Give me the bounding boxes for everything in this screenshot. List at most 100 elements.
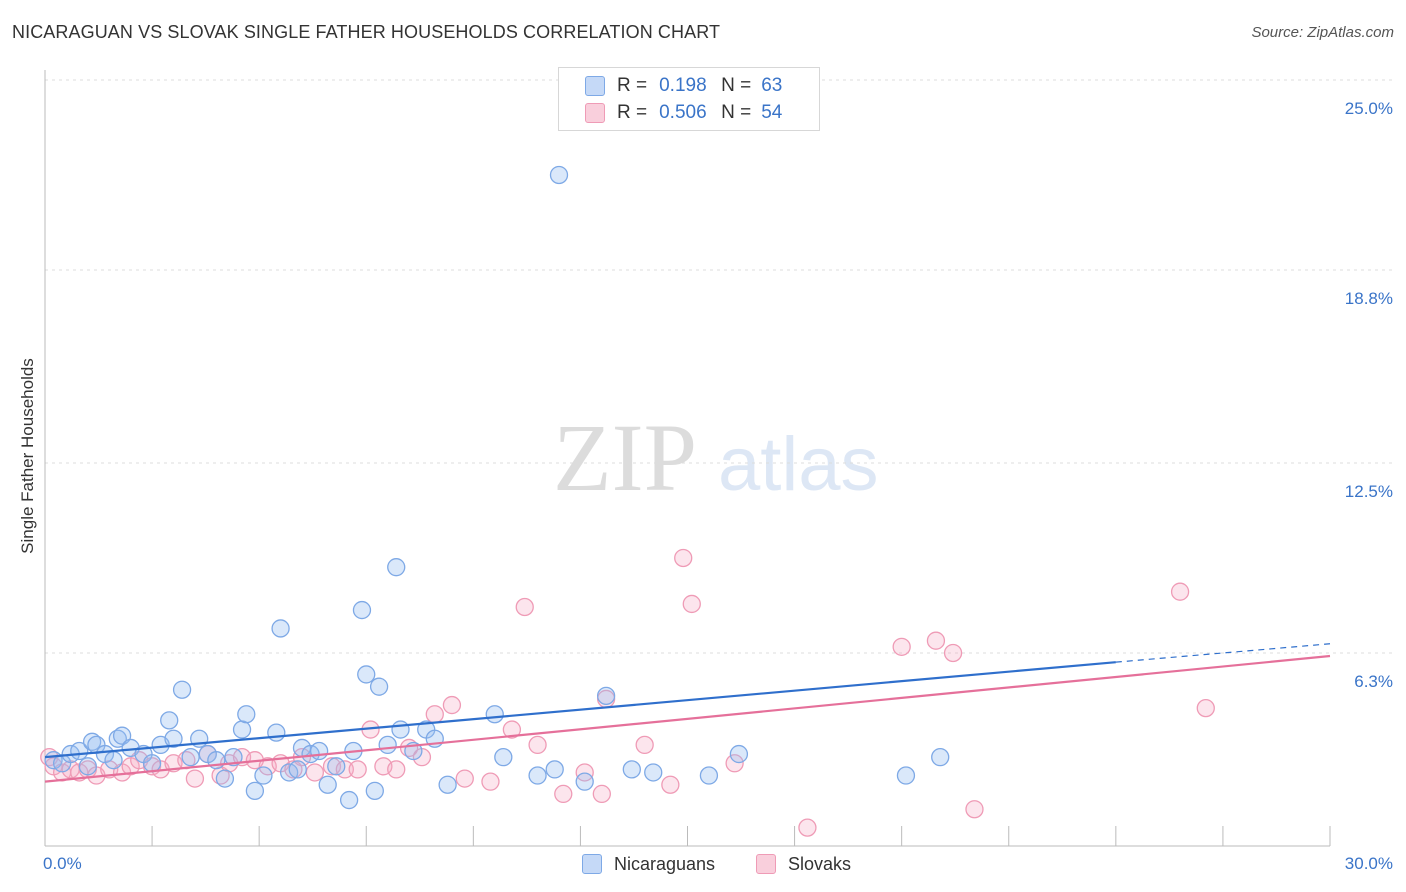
- bottom-swatch-blue: [582, 854, 602, 874]
- slovak-point: [502, 720, 522, 739]
- legend-swatch-pink: [585, 103, 605, 123]
- slovak-point: [1170, 582, 1190, 601]
- nicaraguan-point: [309, 741, 329, 761]
- slovak-point: [575, 763, 594, 782]
- nicaraguan-point: [267, 723, 286, 742]
- bottom-legend-label: Slovaks: [788, 853, 852, 874]
- nicaraguan-point: [172, 680, 192, 699]
- slovak-point: [387, 760, 406, 779]
- slovak-point: [528, 735, 547, 755]
- nicaraguan-point: [104, 751, 123, 770]
- nicaraguan-point: [237, 705, 256, 724]
- watermark-atlas: atlas: [718, 422, 879, 507]
- legend-r-value: 0.506: [659, 102, 707, 123]
- nicaraguan-point: [699, 766, 719, 785]
- nicaraguan-point: [327, 757, 346, 776]
- nicaraguan-point: [181, 747, 200, 767]
- slovak-point: [305, 763, 325, 782]
- legend-n-value: 63: [761, 75, 783, 96]
- x-tick-label: 30.0%: [1345, 854, 1393, 873]
- bottom-swatch-pink: [756, 854, 776, 874]
- x-tick-label: 0.0%: [43, 854, 82, 873]
- slovak-point: [682, 594, 701, 614]
- watermark-zip: ZIP: [553, 404, 697, 511]
- slovak-point: [661, 775, 680, 794]
- slovak-point: [592, 784, 611, 804]
- legend-r-label: R =: [617, 75, 648, 96]
- nicaraguan-point: [622, 760, 641, 779]
- legend-r-label: R =: [617, 102, 648, 123]
- slovak-point: [515, 597, 534, 617]
- slovak-point: [481, 772, 500, 791]
- slovak-point: [442, 695, 462, 715]
- nicaraguan-point: [224, 747, 243, 767]
- nicaraguan-point: [339, 790, 359, 810]
- nicaraguan-point: [391, 720, 410, 739]
- bottom-legend-nicaraguans: Nicaraguans: [582, 852, 715, 876]
- nicaraguan-point: [288, 760, 307, 779]
- slovak-point: [455, 769, 474, 788]
- slovak-trend-line: [44, 654, 1331, 783]
- nicaraguan-point: [352, 600, 372, 620]
- nicaraguan-point: [245, 781, 265, 800]
- nicaraguan-point: [931, 747, 950, 767]
- legend-row-nicaraguans: R = 0.198 N = 63: [585, 74, 782, 98]
- source-label: Source: ZipAtlas.com: [1251, 24, 1394, 41]
- legend-swatch-blue: [585, 76, 605, 96]
- legend-row-slovaks: R = 0.506 N = 54: [585, 101, 782, 125]
- nicaraguan-point: [438, 775, 457, 794]
- chart-title: NICARAGUAN VS SLOVAK SINGLE FATHER HOUSE…: [12, 22, 721, 42]
- legend-n-value: 54: [761, 102, 783, 123]
- slovak-point: [554, 784, 573, 804]
- legend-n-label: N =: [721, 102, 752, 123]
- slovak-point: [926, 631, 946, 650]
- correlation-legend: R = 0.198 N = 63 R = 0.506 N = 54: [558, 67, 820, 131]
- nicaraguan-point: [485, 705, 504, 724]
- nicaraguan-point: [254, 766, 273, 785]
- nicaraguan-point: [387, 558, 406, 577]
- nicaraguan-point: [369, 677, 389, 696]
- slovak-point: [425, 705, 444, 724]
- slovak-point: [943, 643, 963, 663]
- y-tick-label: 12.5%: [1345, 482, 1393, 501]
- nicaraguan-point: [545, 760, 564, 779]
- slovak-point: [892, 637, 911, 656]
- nicaraguan-point: [729, 744, 749, 764]
- nicaraguan-point: [164, 729, 183, 748]
- slovak-point: [965, 800, 984, 819]
- nicaraguan-trend-line: [44, 661, 1116, 759]
- nicaraguan-point: [549, 165, 569, 185]
- nicaraguan-point: [596, 686, 616, 706]
- legend-n-label: N =: [721, 75, 752, 96]
- nicaraguan-point: [528, 766, 547, 785]
- nicaraguan-point: [357, 665, 376, 684]
- slovak-point: [798, 818, 817, 837]
- slovak-point: [674, 548, 693, 568]
- nicaraguan-point: [78, 757, 97, 776]
- slovak-point: [348, 760, 367, 779]
- nicaraguan-point: [365, 781, 384, 800]
- slovak-point: [725, 754, 744, 773]
- nicaraguan-point: [232, 720, 252, 739]
- y-tick-label: 6.3%: [1354, 672, 1393, 691]
- nicaraguan-point: [378, 735, 397, 755]
- nicaraguan-point: [271, 619, 290, 638]
- slovak-point: [635, 735, 654, 755]
- nicaraguan-point: [896, 766, 916, 785]
- nicaraguan-trend-extension: [1115, 643, 1331, 663]
- nicaraguan-point: [142, 754, 162, 773]
- nicaraguan-point: [318, 775, 337, 794]
- nicaraguan-point: [215, 769, 235, 788]
- slovak-point: [1196, 698, 1215, 718]
- bottom-legend-label: Nicaraguans: [614, 853, 716, 874]
- bottom-legend-slovaks: Slovaks: [756, 852, 851, 876]
- nicaraguan-point: [575, 772, 594, 791]
- nicaraguan-point: [644, 763, 663, 782]
- legend-r-value: 0.198: [659, 75, 707, 96]
- y-tick-label: 18.8%: [1345, 289, 1393, 308]
- nicaraguan-point: [160, 711, 179, 730]
- nicaraguan-point: [494, 747, 513, 767]
- y-tick-label: 25.0%: [1345, 99, 1393, 118]
- slovak-point: [185, 769, 205, 788]
